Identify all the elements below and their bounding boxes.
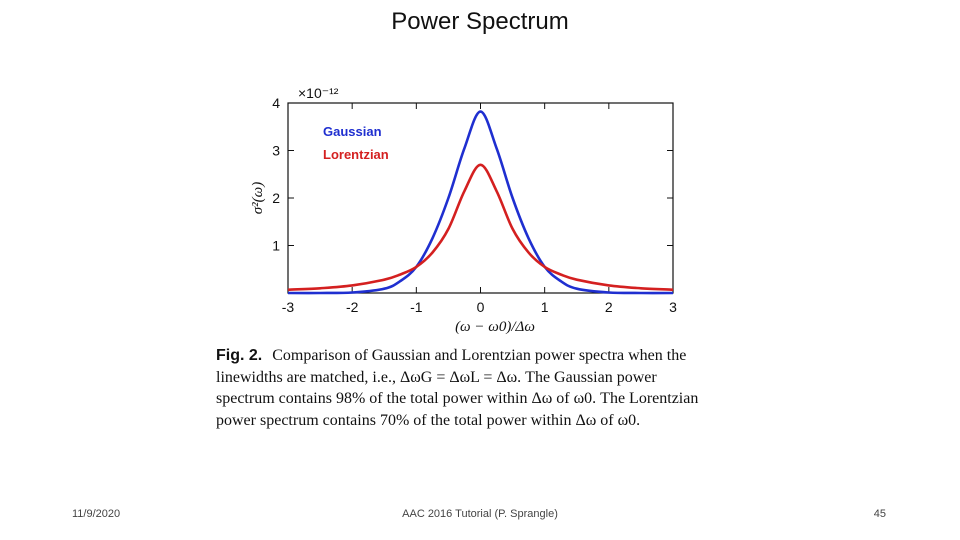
series-lines [287, 110, 674, 295]
y-scale-label: ×10⁻¹² [298, 85, 339, 101]
figure-caption: Fig. 2. Comparison of Gaussian and Lorent… [216, 345, 716, 431]
series-line-lorentzian [287, 163, 674, 291]
y-tick-label-3: 4 [272, 95, 280, 111]
footer-presentation-title: AAC 2016 Tutorial (P. Sprangle) [402, 508, 558, 520]
x-tick-label-5: 2 [605, 299, 613, 315]
axis-ticks: -3 -2 -1 0 1 2 3 1 2 3 4 [272, 95, 677, 315]
x-tick-label-0: -3 [282, 299, 295, 315]
footer-page-number: 45 [873, 508, 886, 520]
y-axis-label: σ²(ω) [250, 182, 266, 214]
slide-title: Power Spectrum [391, 8, 569, 35]
x-tick-label-6: 3 [669, 299, 677, 315]
legend-entry-lorentzian: Lorentzian [323, 147, 389, 162]
x-tick-label-1: -2 [346, 299, 359, 315]
y-tick-label-0: 1 [272, 238, 280, 254]
spectrum-plot: -3 -2 -1 0 1 2 3 1 2 3 4 ×10⁻¹² Gaussian Lorentzia… [250, 85, 677, 335]
x-tick-label-3: 0 [477, 299, 485, 315]
x-tick-label-4: 1 [541, 299, 549, 315]
y-tick-label-2: 3 [272, 143, 280, 159]
x-tick-label-2: -1 [410, 299, 423, 315]
footer-date: 11/9/2020 [72, 508, 121, 520]
x-axis-label: (ω − ω0)/Δω [455, 319, 535, 335]
y-tick-label-1: 2 [272, 190, 280, 206]
series-line-gaussian [287, 110, 674, 295]
caption-label: Fig. 2. [216, 347, 263, 364]
caption-text: Comparison of Gaussian and Lorentzian po… [216, 347, 699, 429]
legend-entry-gaussian: Gaussian [323, 124, 382, 139]
